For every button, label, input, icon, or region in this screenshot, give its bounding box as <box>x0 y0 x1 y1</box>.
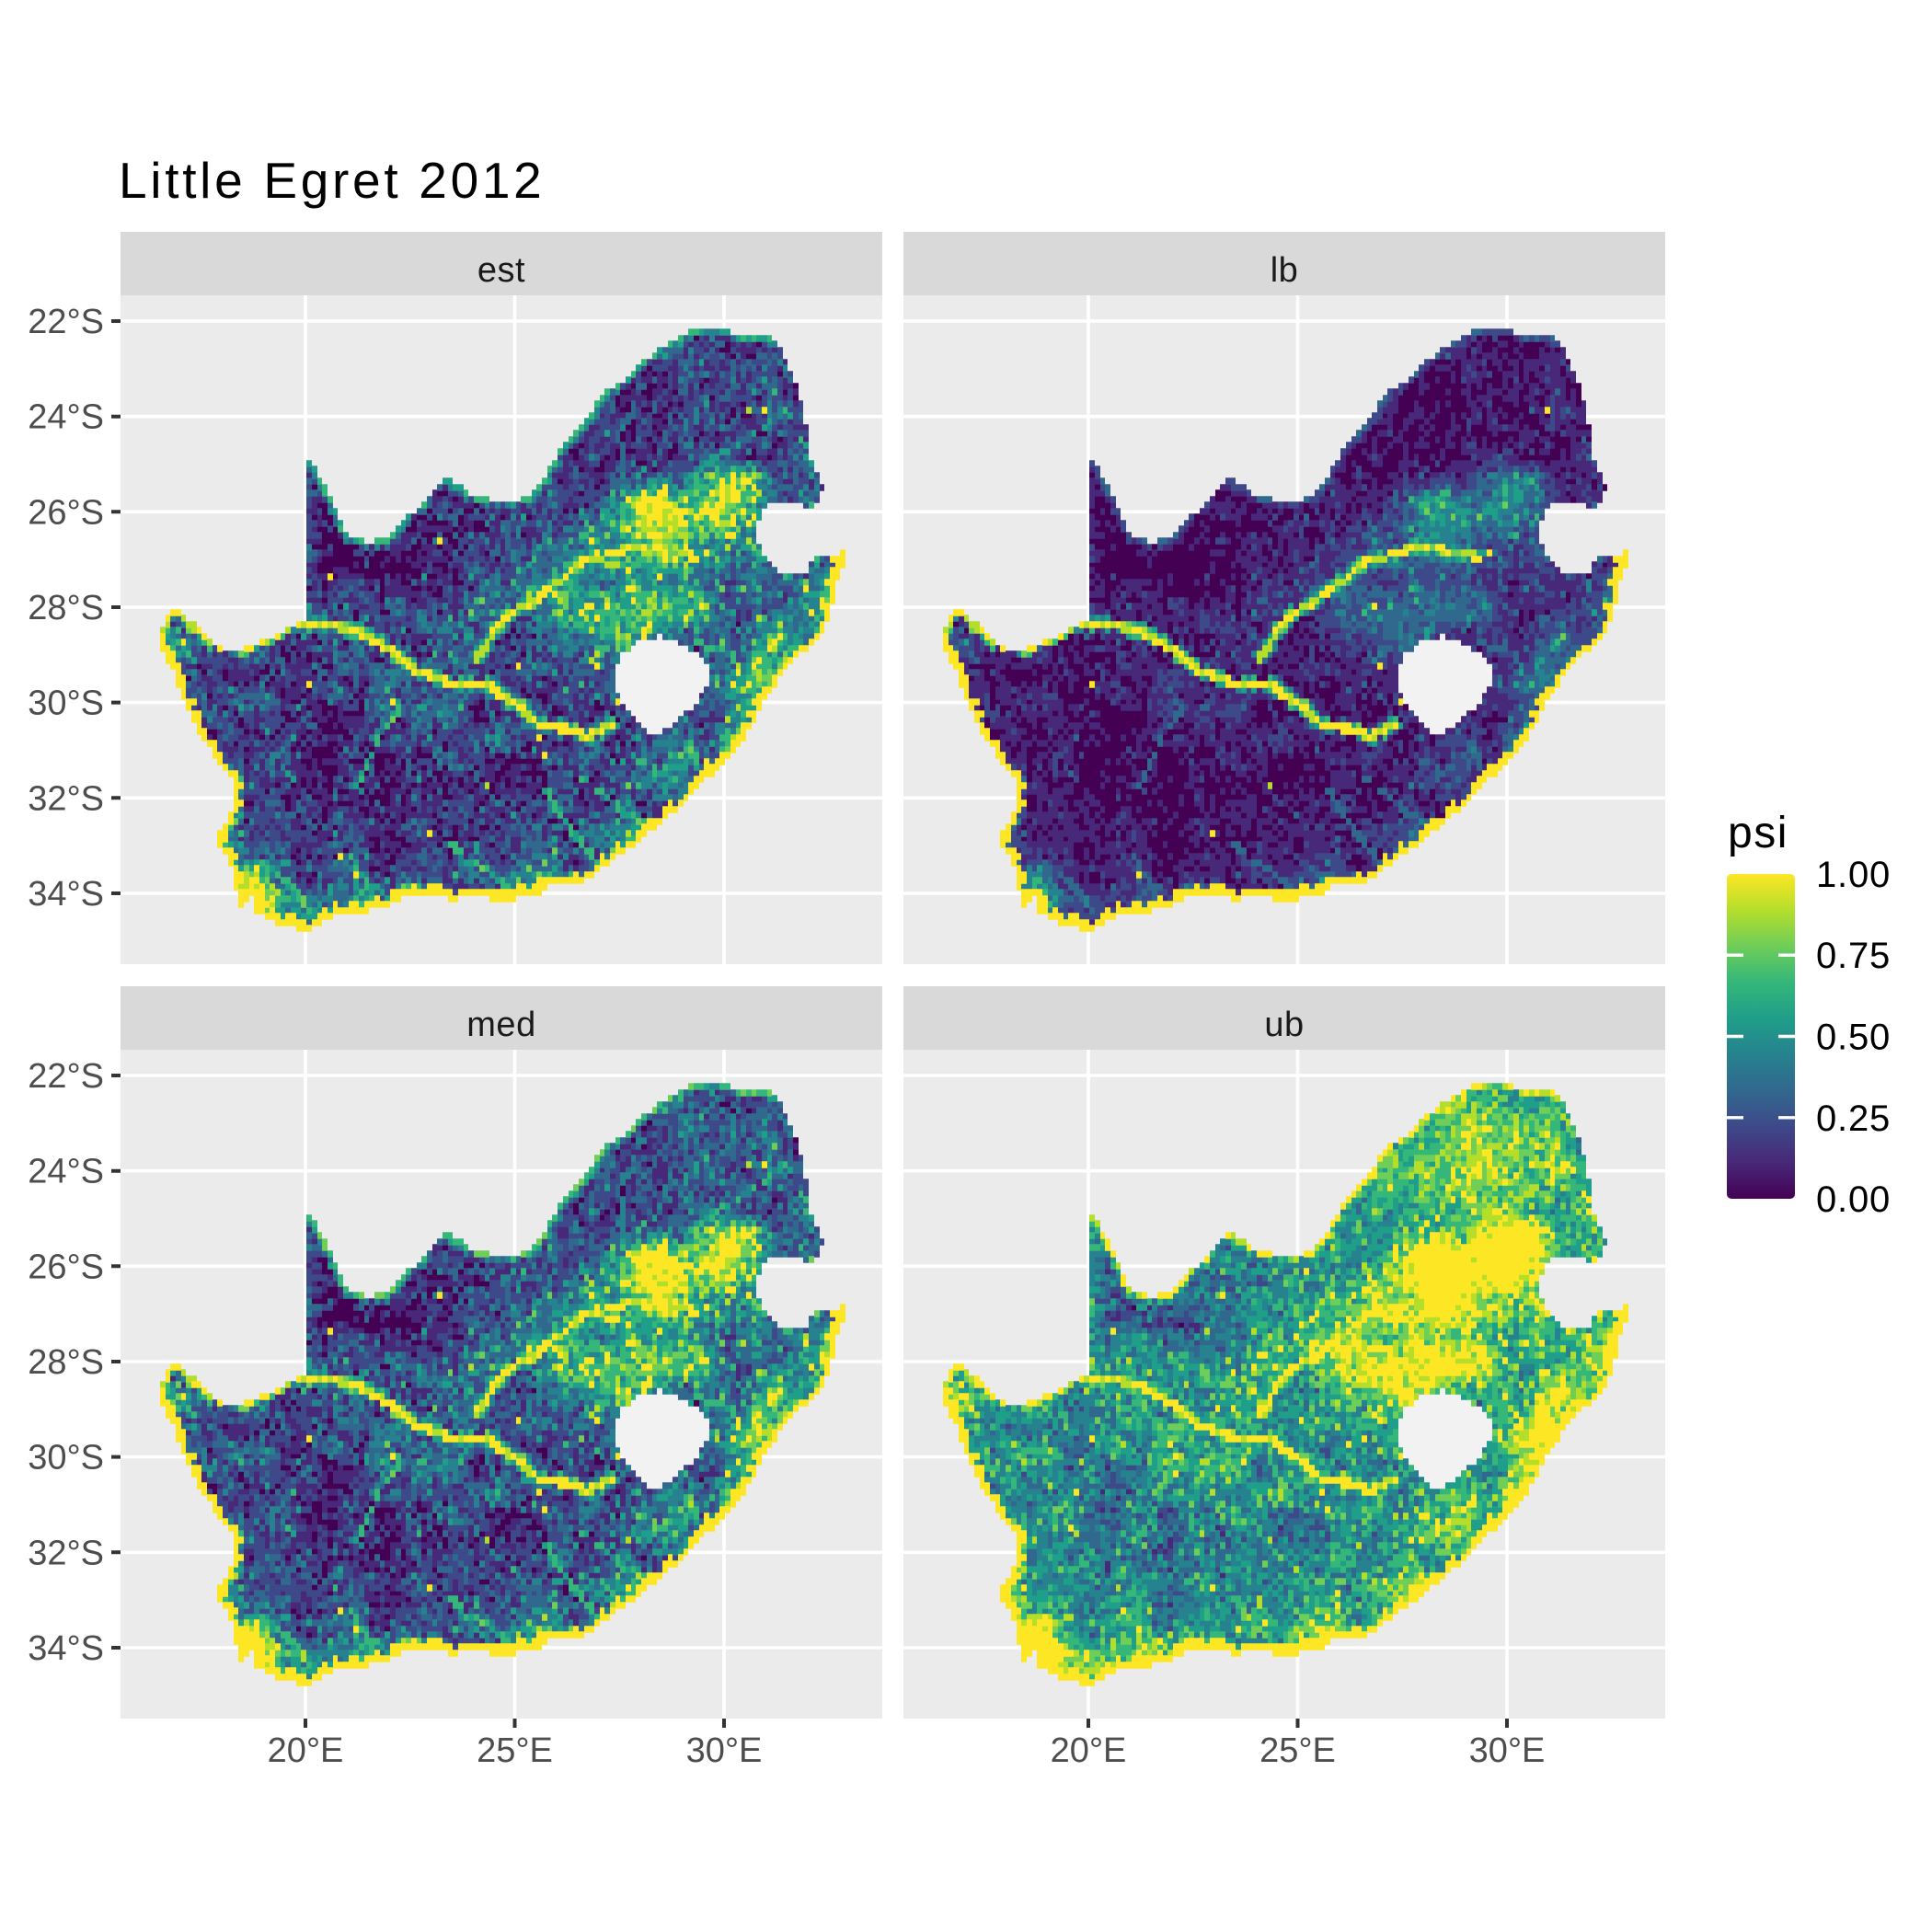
svg-text:28°S: 28°S <box>28 589 104 627</box>
svg-text:22°S: 22°S <box>28 1057 104 1096</box>
svg-text:25°E: 25°E <box>1259 1731 1336 1770</box>
svg-text:0.50: 0.50 <box>1816 1018 1891 1058</box>
svg-text:lb: lb <box>1271 251 1299 290</box>
svg-text:30°S: 30°S <box>28 684 104 723</box>
svg-text:22°S: 22°S <box>28 303 104 341</box>
svg-text:26°S: 26°S <box>28 493 104 532</box>
svg-text:20°E: 20°E <box>1051 1731 1127 1770</box>
svg-text:30°E: 30°E <box>1469 1731 1546 1770</box>
svg-text:psi: psi <box>1728 809 1788 857</box>
svg-text:32°S: 32°S <box>28 779 104 818</box>
svg-text:20°E: 20°E <box>268 1731 344 1770</box>
svg-text:1.00: 1.00 <box>1816 855 1891 895</box>
svg-text:26°S: 26°S <box>28 1248 104 1286</box>
svg-text:32°S: 32°S <box>28 1534 104 1572</box>
svg-text:34°S: 34°S <box>28 875 104 914</box>
svg-text:est: est <box>477 251 525 290</box>
svg-text:24°S: 24°S <box>28 398 104 437</box>
svg-text:28°S: 28°S <box>28 1343 104 1382</box>
svg-text:0.75: 0.75 <box>1816 936 1891 976</box>
svg-text:30°E: 30°E <box>686 1731 763 1770</box>
svg-text:0.25: 0.25 <box>1816 1098 1891 1139</box>
svg-text:25°E: 25°E <box>477 1731 553 1770</box>
svg-text:24°S: 24°S <box>28 1153 104 1191</box>
svg-text:0.00: 0.00 <box>1816 1179 1891 1220</box>
svg-text:ub: ub <box>1264 1006 1304 1044</box>
svg-text:30°S: 30°S <box>28 1439 104 1478</box>
svg-text:med: med <box>466 1006 535 1044</box>
svg-text:Little Egret 2012: Little Egret 2012 <box>119 152 545 209</box>
svg-text:34°S: 34°S <box>28 1629 104 1668</box>
